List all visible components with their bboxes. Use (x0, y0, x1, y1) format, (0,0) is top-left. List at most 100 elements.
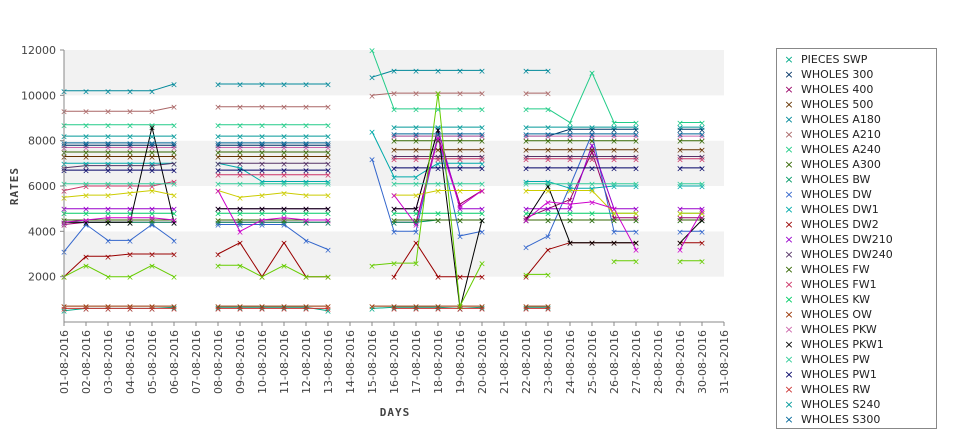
data-point-marker: × (258, 160, 266, 170)
data-point-marker: × (170, 219, 178, 229)
data-point-marker: × (566, 180, 574, 190)
data-point-marker: × (82, 262, 90, 272)
data-point-marker: × (82, 217, 90, 227)
data-point-marker: × (258, 81, 266, 91)
data-point-marker: × (82, 167, 90, 177)
x-tick-label: 20-08-2016 (476, 330, 489, 394)
data-point-marker: × (170, 303, 178, 313)
data-point-marker: × (566, 133, 574, 143)
data-point-marker: × (434, 153, 442, 163)
data-point-marker: × (280, 133, 288, 143)
data-point-marker: × (390, 210, 398, 220)
data-point-marker: × (456, 305, 464, 315)
data-point-marker: × (566, 239, 574, 249)
data-point-marker: × (610, 210, 618, 220)
data-point-marker: × (302, 178, 310, 188)
data-point-marker: × (544, 153, 552, 163)
data-point-marker: × (698, 155, 706, 165)
data-point-marker: × (456, 232, 464, 242)
data-point-marker: × (82, 305, 90, 315)
data-point-marker: × (148, 124, 156, 134)
series-line (371, 49, 482, 110)
data-point-marker: × (148, 144, 156, 154)
data-point-marker: × (566, 124, 574, 134)
data-point-marker: × (126, 87, 134, 97)
data-point-marker: × (632, 155, 640, 165)
data-point-marker: × (390, 192, 398, 202)
data-point-marker: × (412, 137, 420, 147)
data-point-marker: × (434, 180, 442, 190)
series-line (217, 190, 328, 232)
data-point-marker: × (566, 126, 574, 136)
data-point-marker: × (126, 144, 134, 154)
grid-band (64, 50, 724, 96)
data-point-marker: × (522, 137, 530, 147)
legend-item: × WHOLES DW2 (777, 217, 936, 232)
data-point-marker: × (126, 219, 134, 229)
data-point-marker: × (280, 219, 288, 229)
data-point-marker: × (280, 153, 288, 163)
data-point-marker: × (390, 133, 398, 143)
data-point-marker: × (148, 251, 156, 261)
data-point-marker: × (522, 305, 530, 315)
series-line (394, 190, 482, 196)
data-point-marker: × (434, 146, 442, 156)
data-point-marker: × (148, 149, 156, 159)
data-point-marker: × (610, 146, 618, 156)
data-point-marker: × (522, 217, 530, 227)
data-point-marker: × (522, 210, 530, 220)
data-point-marker: × (302, 153, 310, 163)
data-point-marker: × (456, 130, 464, 140)
data-point-marker: × (544, 303, 552, 313)
data-point-marker: × (456, 303, 464, 313)
grid-band (64, 95, 724, 141)
data-point-marker: × (544, 67, 552, 77)
data-point-marker: × (390, 303, 398, 313)
data-point-marker: × (126, 237, 134, 247)
data-point-marker: × (170, 273, 178, 283)
data-point-marker: × (258, 144, 266, 154)
data-point-marker: × (82, 219, 90, 229)
data-point-marker: × (214, 219, 222, 229)
data-point-marker: × (324, 81, 332, 91)
data-point-marker: × (126, 219, 134, 229)
legend-label: WHOLES PW (801, 353, 870, 366)
data-point-marker: × (610, 124, 618, 134)
legend-marker-icon: × (784, 368, 794, 381)
series-line (63, 217, 175, 223)
data-point-marker: × (676, 239, 684, 249)
data-point-marker: × (544, 232, 552, 242)
data-point-marker: × (698, 217, 706, 227)
data-point-marker: × (236, 305, 244, 315)
series-line (679, 210, 703, 250)
data-point-marker: × (544, 187, 552, 197)
data-point-marker: × (522, 303, 530, 313)
data-point-marker: × (148, 214, 156, 224)
legend-label: WHOLES A210 (801, 128, 881, 141)
data-point-marker: × (280, 205, 288, 215)
data-point-marker: × (214, 103, 222, 113)
data-point-marker: × (456, 273, 464, 283)
data-point-marker: × (214, 133, 222, 143)
data-point-marker: × (456, 160, 464, 170)
data-point-marker: × (214, 219, 222, 229)
data-point-marker: × (324, 171, 332, 181)
data-point-marker: × (214, 210, 222, 220)
data-point-marker: × (610, 119, 618, 129)
data-point-marker: × (324, 307, 332, 317)
data-point-marker: × (214, 81, 222, 91)
data-point-marker: × (478, 273, 486, 283)
series-line (63, 223, 175, 253)
data-point-marker: × (434, 273, 442, 283)
data-point-marker: × (456, 124, 464, 134)
data-point-marker: × (456, 187, 464, 197)
data-point-marker: × (544, 183, 552, 193)
data-point-marker: × (676, 239, 684, 249)
legend-item: × WHOLES FW (777, 262, 936, 277)
data-point-marker: × (434, 135, 442, 145)
data-point-marker: × (632, 146, 640, 156)
data-point-marker: × (632, 133, 640, 143)
data-point-marker: × (676, 124, 684, 134)
data-point-marker: × (544, 217, 552, 227)
legend-marker-icon: × (784, 158, 794, 171)
